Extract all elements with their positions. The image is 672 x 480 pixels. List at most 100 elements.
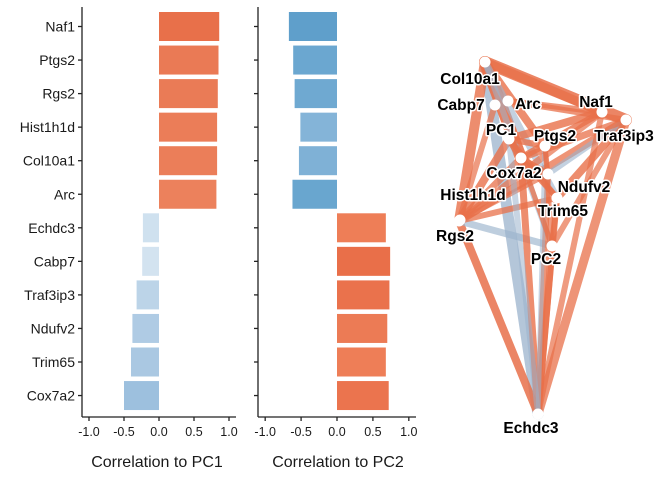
network-edge-rgs2-pc1 [455,135,513,225]
network-node-trim65 [551,192,563,204]
bar-hist1h1d [159,112,218,142]
bar-rgs2 [294,79,337,109]
gene-labels: Naf1 Ptgs2 Rgs2 Hist1h1d Col10a1 Arc Echdc3 Cab… [20,19,75,404]
network-edge-rgs2-ndufv2 [456,171,551,224]
x-tick-label: 0.0 [328,425,345,439]
bar-col10a1 [159,146,218,176]
network-edge-rgs2-trim65 [456,195,560,224]
x-tick-label: -1.0 [254,425,276,439]
bar-cabp7 [337,246,391,276]
x-tick-label: 0.0 [150,425,167,439]
bar-cox7a2 [337,381,389,411]
network-node-label: Cabp7 [437,97,484,114]
network-node-label: Traf3ip3 [594,128,654,145]
network-edge-cabp7-rgs2 [456,102,498,224]
bar-col10a1 [298,146,337,176]
bar-trim65 [337,347,386,377]
bar-hist1h1d [300,112,337,142]
network-node-label: Cox7a2 [486,165,541,182]
x-tick-label: -1.0 [78,425,100,439]
bar-cox7a2 [124,381,159,411]
gene-label: Col10a1 [23,153,75,169]
network-node-label: Arc [515,96,541,113]
network-node-ndufv2 [542,168,554,180]
x-tick-label: -0.5 [113,425,135,439]
gene-label: Cox7a2 [27,388,75,404]
bar-naf1 [159,12,220,41]
network-edge-rgs2-pc2 [455,217,556,250]
network-node-cabp7 [489,99,501,111]
bar-ptgs2 [159,45,219,75]
gene-label: Ndufv2 [31,320,76,336]
network-edge-rgs2-echdc3 [455,217,542,418]
network-node-ptgs2 [539,140,551,152]
x-tick-label: 0.5 [364,425,381,439]
network-edge-col10a1-rgs2 [454,57,490,226]
network-node-arc [502,95,514,107]
network-node-label: Trim65 [538,203,588,220]
network-edge-traf3ip3-ndufv2 [545,117,629,177]
x-axis-title: Correlation to PC2 [272,454,404,471]
network-edge-traf3ip3-echdc3 [533,115,631,419]
network-edge-naf1-echdc3 [535,109,605,417]
x-tick-label: -0.5 [290,425,312,439]
x-tick-label: 1.0 [400,425,417,439]
gene-label: Ptgs2 [39,52,75,68]
network-edge-echdc3-pc1 [506,136,541,417]
bar-traf3ip3 [337,280,390,310]
gene-label: Rgs2 [42,86,75,102]
bar-ndufv2 [337,313,388,343]
gene-label: Traf3ip3 [24,287,75,303]
network-node-pc1 [503,133,515,145]
x-tick-label: 0.5 [185,425,202,439]
network-edge-echdc3-ptgs2 [535,143,548,417]
network-node-label: PC2 [531,251,561,268]
network-node-label: Hist1h1d [440,187,505,204]
network-edge-col10a1-naf1 [480,57,607,117]
network-node-traf3ip3 [620,114,632,126]
network-node-label: PC1 [486,122,517,139]
gene-label: Echdc3 [28,220,75,236]
gene-label: Cabp7 [34,253,75,269]
gene-label: Arc [54,186,75,202]
gene-label: Hist1h1d [20,119,75,135]
bar-naf1 [288,12,337,41]
network-edge-cox7a2-trim65 [518,155,560,201]
network-node-col10a1 [479,56,491,68]
network-node-label: Naf1 [579,94,613,111]
bar-rgs2 [159,79,218,109]
x-tick-label: 1.0 [220,425,237,439]
pc2-correlation-panel: -1.0 -0.5 0.0 0.5 1.0 Correlation to PC2 [254,7,418,471]
network-node-rgs2 [453,215,465,227]
bar-ndufv2 [132,313,159,343]
network-node-label: Rgs2 [436,228,474,245]
bar-echdc3 [337,213,386,243]
correlation-network: Col10a1 Cabp7 Arc Naf1 PC1 Ptgs2 Traf3ip3 Cox7a… [435,56,656,439]
network-node-echdc3 [532,408,544,420]
network-node-label: Ptgs2 [534,128,576,145]
bar-trim65 [131,347,159,377]
network-node-label: Col10a1 [440,71,500,88]
gene-label: Trim65 [32,354,75,370]
network-node-pc2 [546,240,558,252]
network-node-naf1 [596,106,608,118]
network-node-cox7a2 [515,152,527,164]
bar-arc [292,179,337,209]
network-labels: Col10a1 Cabp7 Arc Naf1 PC1 Ptgs2 Traf3ip3 Cox7a… [435,70,656,439]
bar-traf3ip3 [136,280,159,310]
bar-ptgs2 [293,45,337,75]
network-node-label: Ndufv2 [558,179,611,196]
network-nodes [453,56,632,420]
bar-cabp7 [142,246,159,276]
network-edge-cox7a2-pc2 [518,155,555,249]
bar-arc [159,179,217,209]
network-edge-trim65-pc2 [549,195,560,249]
bar-echdc3 [142,213,159,243]
network-edge-arc-traf3ip3 [505,98,629,123]
pc1-correlation-panel: -1.0 -0.5 0.0 0.5 1.0 Correlation to PC1 [78,7,238,471]
network-node-label: Echdc3 [503,420,559,437]
gene-label: Naf1 [45,19,75,35]
x-axis-title: Correlation to PC1 [91,454,223,471]
